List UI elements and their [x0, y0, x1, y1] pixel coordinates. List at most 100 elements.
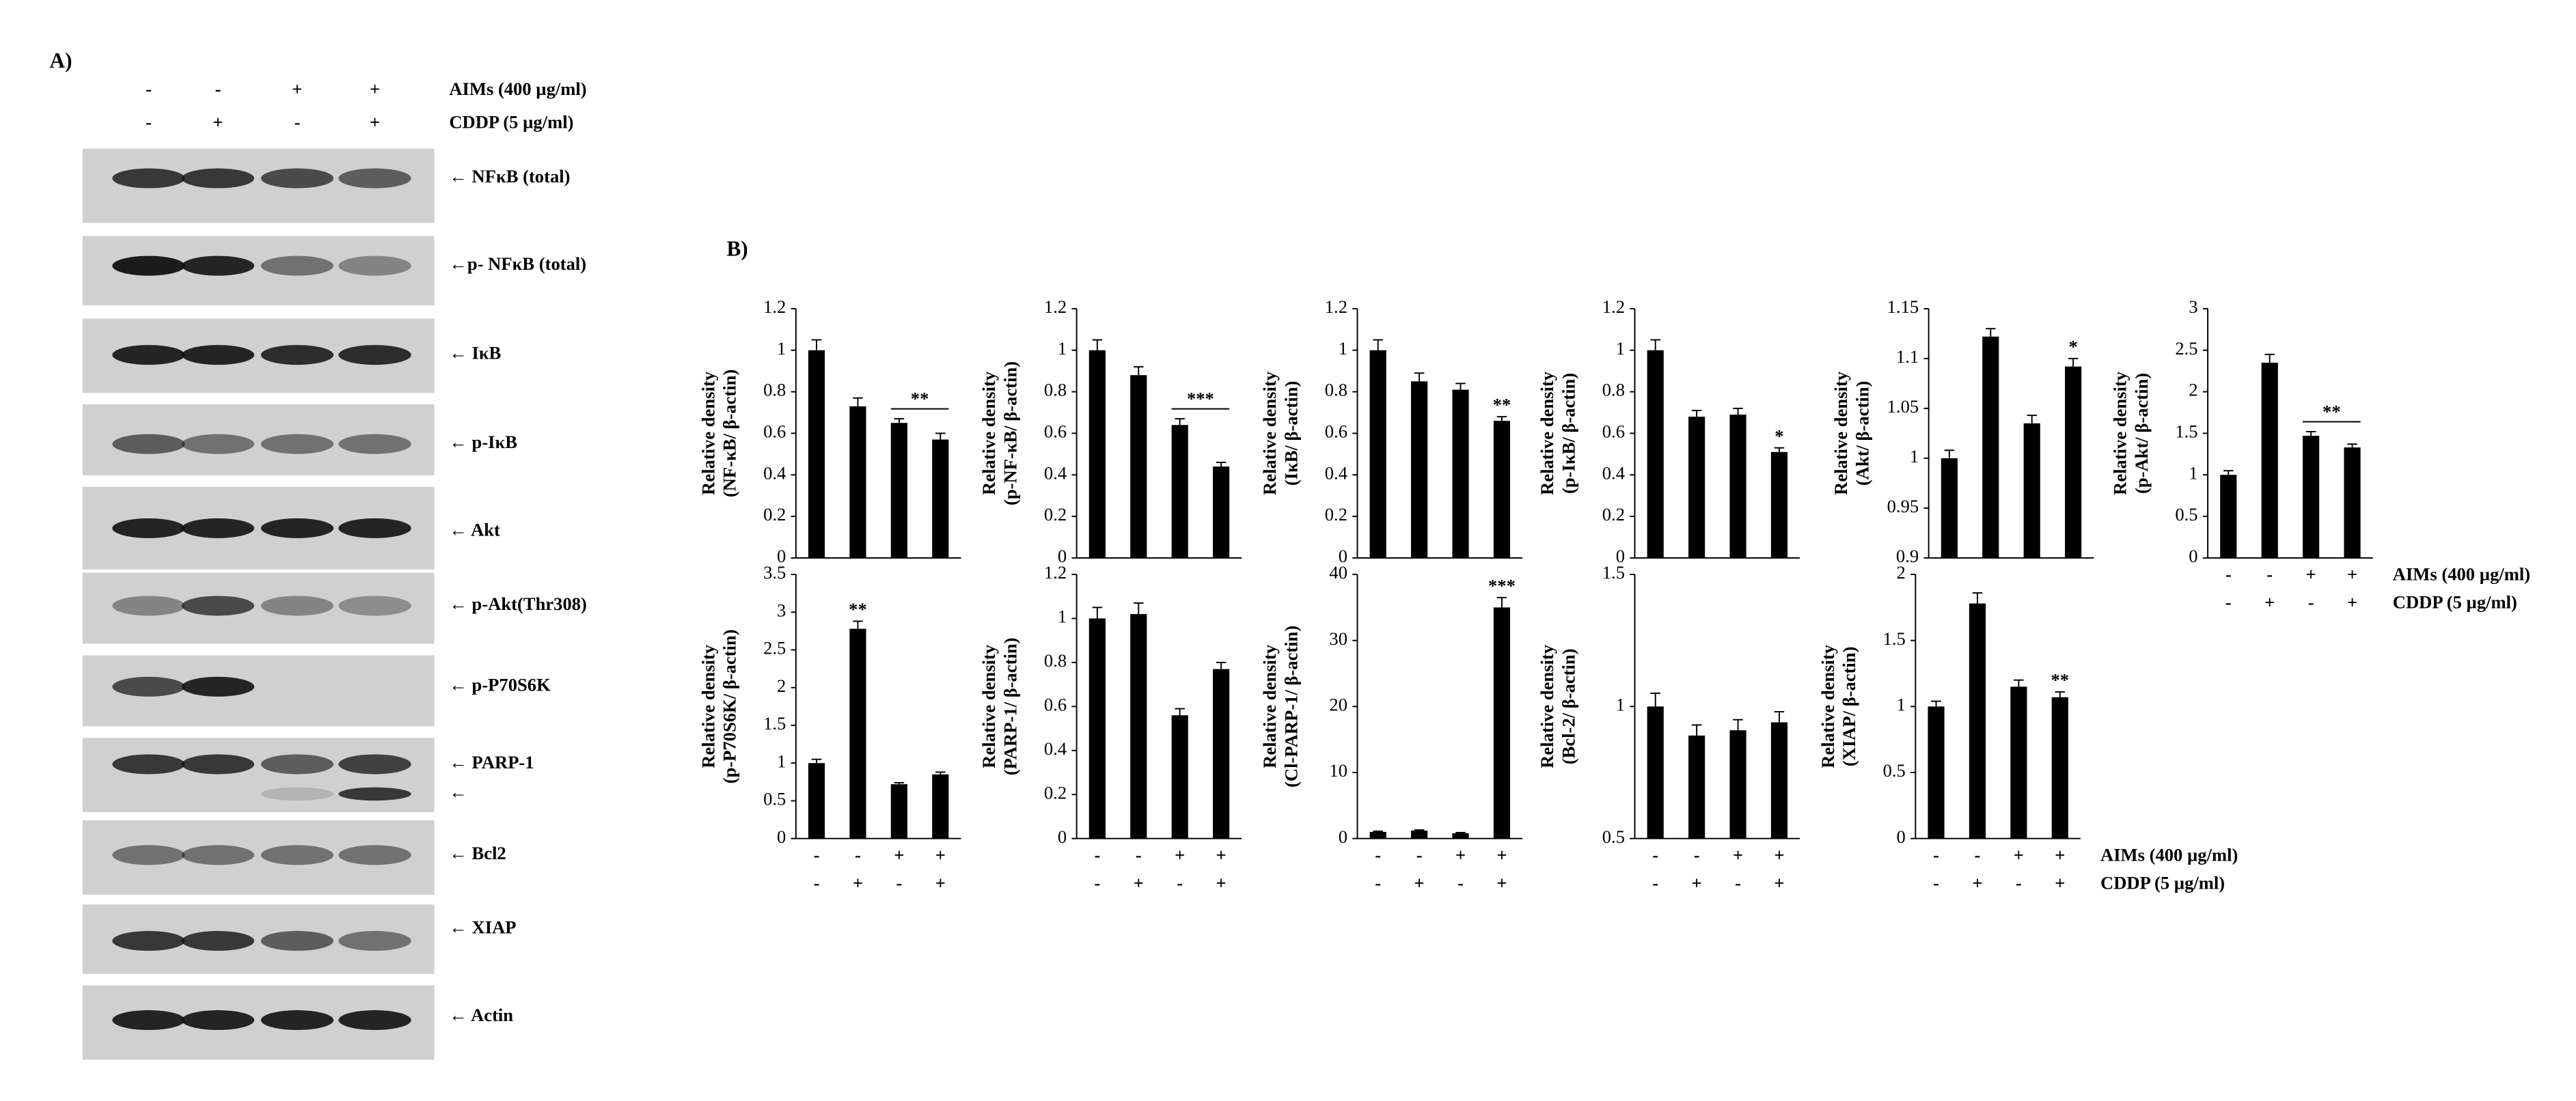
x-sign: + [1774, 844, 1784, 865]
x-sign: + [935, 872, 946, 893]
y-tick-label: 0.8 [1044, 380, 1067, 400]
y-tick-label: 3 [777, 600, 786, 620]
blot-band [181, 345, 255, 365]
blot-band [260, 845, 334, 865]
y-tick-label: 0.6 [1325, 421, 1347, 442]
blot-label: ← IκB [449, 343, 501, 363]
x-sign: - [1975, 844, 1981, 865]
significance: * [2068, 337, 2077, 357]
y-axis-label: Relative density [978, 371, 999, 495]
y-axis-label: Relative density [1818, 644, 1838, 768]
bar [1171, 715, 1188, 839]
y-tick-label: 0 [1058, 826, 1067, 847]
blot-band [260, 434, 334, 454]
blot-arrow: ← [449, 782, 467, 803]
y-tick-label: 1 [1339, 338, 1347, 359]
x-sign: - [1177, 872, 1183, 893]
y-tick-label: 0.95 [1887, 496, 1919, 516]
bar [932, 439, 949, 558]
y-tick-label: 2.5 [763, 638, 786, 658]
x-sign: - [2225, 564, 2232, 585]
x-sign: + [1216, 844, 1227, 865]
bar [1688, 735, 1705, 839]
bar [2065, 366, 2082, 558]
blot-band [338, 255, 411, 276]
bar [1411, 831, 1428, 839]
blot-band [181, 255, 255, 276]
blot-label: ← NFκB (total) [449, 166, 570, 186]
y-tick-label: 1 [777, 751, 786, 771]
y-tick-label: 0.5 [1883, 760, 1906, 781]
x-sign: + [853, 872, 863, 893]
blot-band [112, 676, 185, 697]
x-sign: - [1375, 844, 1381, 865]
y-axis-label: Relative density [978, 644, 999, 768]
x-sign: - [814, 844, 820, 865]
blot-band [338, 787, 411, 801]
y-tick-label: 1 [1616, 694, 1625, 714]
x-sign: + [935, 844, 946, 865]
bar [2344, 447, 2361, 558]
y-tick-label: 0.6 [1602, 421, 1625, 442]
y-tick-label: 0.2 [1044, 782, 1067, 803]
blot-band [181, 754, 255, 775]
blot-band [260, 345, 334, 365]
y-tick-label: 2 [1897, 562, 1906, 583]
y-tick-label: 2.5 [2175, 338, 2197, 359]
blot-band [112, 754, 185, 775]
y-tick-label: 1.2 [1044, 296, 1067, 317]
y-axis-label: (NF-κB/ β-actin) [720, 370, 740, 497]
bar [1688, 417, 1705, 558]
y-tick-label: 20 [1329, 694, 1347, 714]
y-tick-label: 0.8 [1602, 380, 1625, 400]
y-tick-label: 1.5 [763, 713, 786, 734]
blot-band [260, 255, 334, 276]
x-row-label: AIMs (400 µg/ml) [2100, 844, 2238, 865]
blot-band [260, 596, 334, 616]
sign: - [146, 111, 152, 132]
y-tick-label: 0.4 [1325, 462, 1347, 483]
y-tick-label: 0.5 [763, 789, 786, 809]
y-axis-label: (p-Akt/ β-actin) [2131, 373, 2152, 494]
bar [1647, 706, 1664, 839]
blot-band [338, 168, 411, 189]
blot-band [338, 596, 411, 616]
blot [82, 738, 435, 813]
blot-label: ← p-Akt(Thr308) [449, 594, 587, 614]
y-tick-label: 0 [2189, 546, 2197, 566]
y-axis-label: (IκB/ β-actin) [1280, 381, 1301, 486]
blot-band [260, 518, 334, 538]
bar [1088, 618, 1106, 839]
x-sign: - [2225, 592, 2232, 613]
bar [1452, 389, 1469, 558]
y-tick-label: 1 [1897, 694, 1906, 714]
bar [1130, 614, 1147, 839]
x-sign: + [2055, 872, 2065, 893]
y-tick-label: 0 [1616, 546, 1625, 566]
blot-band [260, 787, 334, 801]
bar [1369, 832, 1386, 839]
y-axis-label: (p-IκB/ β-actin) [1558, 373, 1578, 494]
sign: - [294, 111, 301, 132]
sign: + [292, 79, 302, 99]
x-sign: + [1455, 844, 1466, 865]
blot-band [260, 168, 334, 189]
blot-label: ← PARP-1 [449, 752, 534, 772]
bar [1982, 336, 1999, 558]
blot-band [338, 931, 411, 951]
x-sign: + [2306, 564, 2316, 585]
x-sign: - [2308, 592, 2314, 613]
blot-band [181, 1010, 255, 1031]
significance: ** [1493, 395, 1511, 415]
y-tick-label: 0 [1897, 826, 1906, 847]
bar [1493, 607, 1511, 839]
blot-band [181, 676, 255, 697]
sign: + [213, 111, 223, 132]
x-sign: - [814, 872, 820, 893]
x-sign: + [2347, 564, 2357, 585]
bar [2051, 697, 2068, 839]
x-row-label: CDDP (5 µg/ml) [2100, 872, 2225, 893]
x-sign: - [1136, 844, 1142, 865]
blot-band [181, 518, 255, 538]
x-sign: - [1416, 844, 1423, 865]
